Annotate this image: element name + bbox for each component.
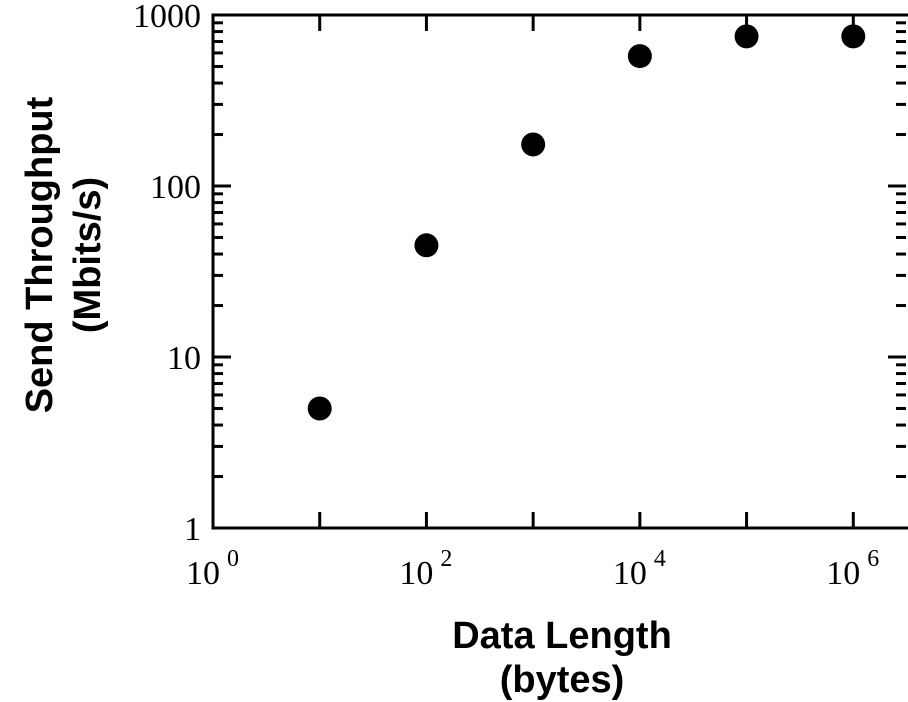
x-tick-label-base: 10 [186,555,220,592]
data-point [627,44,652,69]
data-points [307,24,866,421]
x-axis-title: Data Length [452,615,672,657]
data-point [307,396,332,421]
x-tick-label-base: 10 [613,555,647,592]
data-point [521,132,546,157]
x-tick-label-exponent: 2 [440,546,452,572]
y-axis-title: Send Throughput [19,96,61,413]
x-tick-label-exponent: 4 [654,546,666,572]
x-tick-label: 10 6 [826,546,879,592]
y-tick-label: 1 [184,511,201,548]
x-axis-unit: (bytes) [500,659,625,701]
y-tick-label: 1000 [133,0,201,35]
x-tick-label-exponent: 0 [227,546,239,572]
data-point [734,24,759,49]
tick-marks [213,15,906,528]
y-tick-label: 10 [167,340,201,377]
x-tick-label: 10 0 [186,546,239,592]
data-point [414,233,439,258]
x-tick-label-base: 10 [399,555,433,592]
x-tick-label: 10 4 [613,546,666,592]
x-tick-label-exponent: 6 [867,546,879,572]
x-tick-label: 10 2 [399,546,452,592]
y-axis-unit: (Mbits/s) [67,177,109,333]
data-point [841,24,866,49]
plot-frame [211,13,908,530]
x-tick-label-base: 10 [826,555,860,592]
plot-area-border [211,13,908,530]
y-tick-label: 100 [150,169,201,206]
